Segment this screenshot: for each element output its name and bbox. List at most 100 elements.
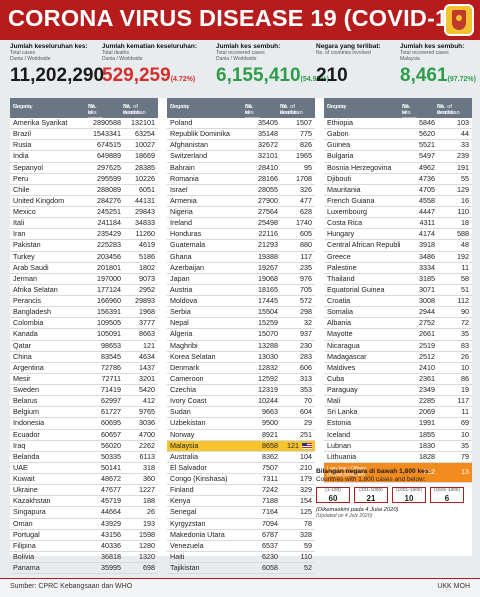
case-count: 6787 — [243, 529, 280, 541]
death-count: 937 — [280, 328, 315, 341]
death-count: 10 — [437, 429, 472, 441]
country-name: Maghribi — [167, 340, 243, 352]
death-count: 51 — [437, 284, 472, 297]
country-name: Colombia — [10, 317, 86, 330]
case-count: 9500 — [243, 417, 280, 430]
case-count: 19068 — [243, 273, 280, 285]
case-count: 36818 — [86, 551, 123, 564]
death-count: 70 — [280, 395, 315, 408]
death-count: 34833 — [123, 217, 158, 230]
case-count: 3185 — [400, 273, 437, 285]
table-row: Croatia 3008 112 — [324, 295, 472, 308]
stat-value: 529,259(4.72%) — [102, 65, 196, 86]
table-row: India 649889 18669 — [10, 150, 158, 163]
death-count: 95 — [280, 162, 315, 174]
country-name: Mesir — [10, 373, 86, 386]
death-count: 9073 — [123, 273, 158, 285]
death-count: 110 — [437, 206, 472, 219]
case-count: 1830 — [400, 440, 437, 452]
country-name: Bangladesh — [10, 306, 86, 319]
table-row: Ivory Coast 10244 70 — [167, 395, 315, 408]
death-count: 318 — [123, 462, 158, 475]
country-name: Korea Selatan — [167, 351, 243, 363]
case-count: 197000 — [86, 273, 123, 285]
case-count: 9663 — [243, 406, 280, 419]
death-count: 4634 — [123, 351, 158, 363]
case-count: 284276 — [86, 195, 123, 208]
table-row: Sweden 71419 5420 — [10, 384, 158, 397]
table-row: Ethiopia 5846 103 — [324, 118, 472, 130]
death-count: 1740 — [280, 217, 315, 230]
stat-label: Jumlah kes sembuh: — [216, 43, 281, 50]
table-row: Palestine 3334 11 — [324, 262, 472, 274]
country-name: French Guiana — [324, 195, 400, 208]
country-name: Pakistan — [10, 239, 86, 252]
death-count: 4700 — [123, 429, 158, 441]
table-row: Korea Selatan 13030 283 — [167, 351, 315, 363]
case-count: 3486 — [400, 251, 437, 263]
country-name: Congo (Kinshasa) — [167, 473, 243, 486]
death-count: 3036 — [123, 417, 158, 430]
country-name: Japan — [167, 273, 243, 285]
table-row: Somalia 2944 90 — [324, 306, 472, 319]
case-count: 25498 — [243, 217, 280, 230]
table-row: Iraq 56020 2262 — [10, 440, 158, 452]
case-count: 60657 — [86, 429, 123, 441]
table-row: Serbia 15504 298 — [167, 306, 315, 319]
death-count: 63254 — [123, 128, 158, 141]
table-row: Haiti 6230 110 — [167, 551, 315, 564]
case-count: 50141 — [86, 462, 123, 475]
update-note-en: (Updated on 4 July 2020) — [316, 513, 373, 519]
death-count: 33 — [437, 139, 472, 152]
country-name: Norway — [167, 429, 243, 441]
table-row: Kyrgyzstan 7094 78 — [167, 518, 315, 530]
case-count: 4311 — [400, 217, 437, 230]
country-name: Israel — [167, 184, 243, 196]
stat-sub: Total cases — [10, 50, 36, 56]
org-text: UKK MOH — [437, 583, 470, 590]
table-row: Venezuela 6537 59 — [167, 540, 315, 552]
table-row: Mexico 245251 29843 — [10, 206, 158, 219]
table-row: Indonesia 60695 3036 — [10, 417, 158, 430]
case-count: 241184 — [86, 217, 123, 230]
table-header: Negara Country Bil. kes No. of cases Bil. … — [167, 98, 315, 122]
death-count: 283 — [280, 351, 315, 363]
case-count: 2410 — [400, 362, 437, 374]
table-row: Portugal 43156 1598 — [10, 529, 158, 541]
case-count: 62997 — [86, 395, 123, 408]
death-count: 3201 — [123, 373, 158, 386]
death-count: 129 — [437, 184, 472, 196]
case-count: 2661 — [400, 328, 437, 341]
death-count: 1507 — [280, 118, 315, 130]
death-count: 44 — [437, 128, 472, 141]
case-count: 2285 — [400, 395, 437, 408]
table-row: Bahrain 28410 95 — [167, 162, 315, 174]
death-count: 11 — [437, 262, 472, 274]
case-count: 98653 — [86, 340, 123, 352]
death-count: 360 — [123, 473, 158, 486]
death-count: 605 — [280, 228, 315, 241]
case-count: 4174 — [400, 228, 437, 241]
case-count: 6230 — [243, 551, 280, 564]
case-count: 7507 — [243, 462, 280, 475]
death-count: 191 — [437, 162, 472, 174]
case-count: 2069 — [400, 406, 437, 419]
table-row: Brazil 1543341 63254 — [10, 128, 158, 141]
death-count: 6113 — [123, 451, 158, 463]
country-name: Czechia — [167, 384, 243, 397]
country-name: Paraguay — [324, 384, 400, 397]
stat-countries: Negara yang terlibat: No. of countries i… — [316, 43, 381, 87]
country-name: Bosnia Herzegovina — [324, 162, 400, 174]
country-name: Kazakhstan — [10, 495, 86, 508]
death-count: 179 — [280, 473, 315, 486]
country-name: Haiti — [167, 551, 243, 564]
case-count: 288089 — [86, 184, 123, 196]
death-count: 26 — [437, 351, 472, 363]
case-count: 10244 — [243, 395, 280, 408]
case-count: 297625 — [86, 162, 123, 174]
table-row: Madagascar 2512 26 — [324, 351, 472, 363]
country-name: Serbia — [167, 306, 243, 319]
country-name: Portugal — [10, 529, 86, 541]
country-name: Palestine — [324, 262, 400, 274]
table-row: El Salvador 7507 210 — [167, 462, 315, 475]
